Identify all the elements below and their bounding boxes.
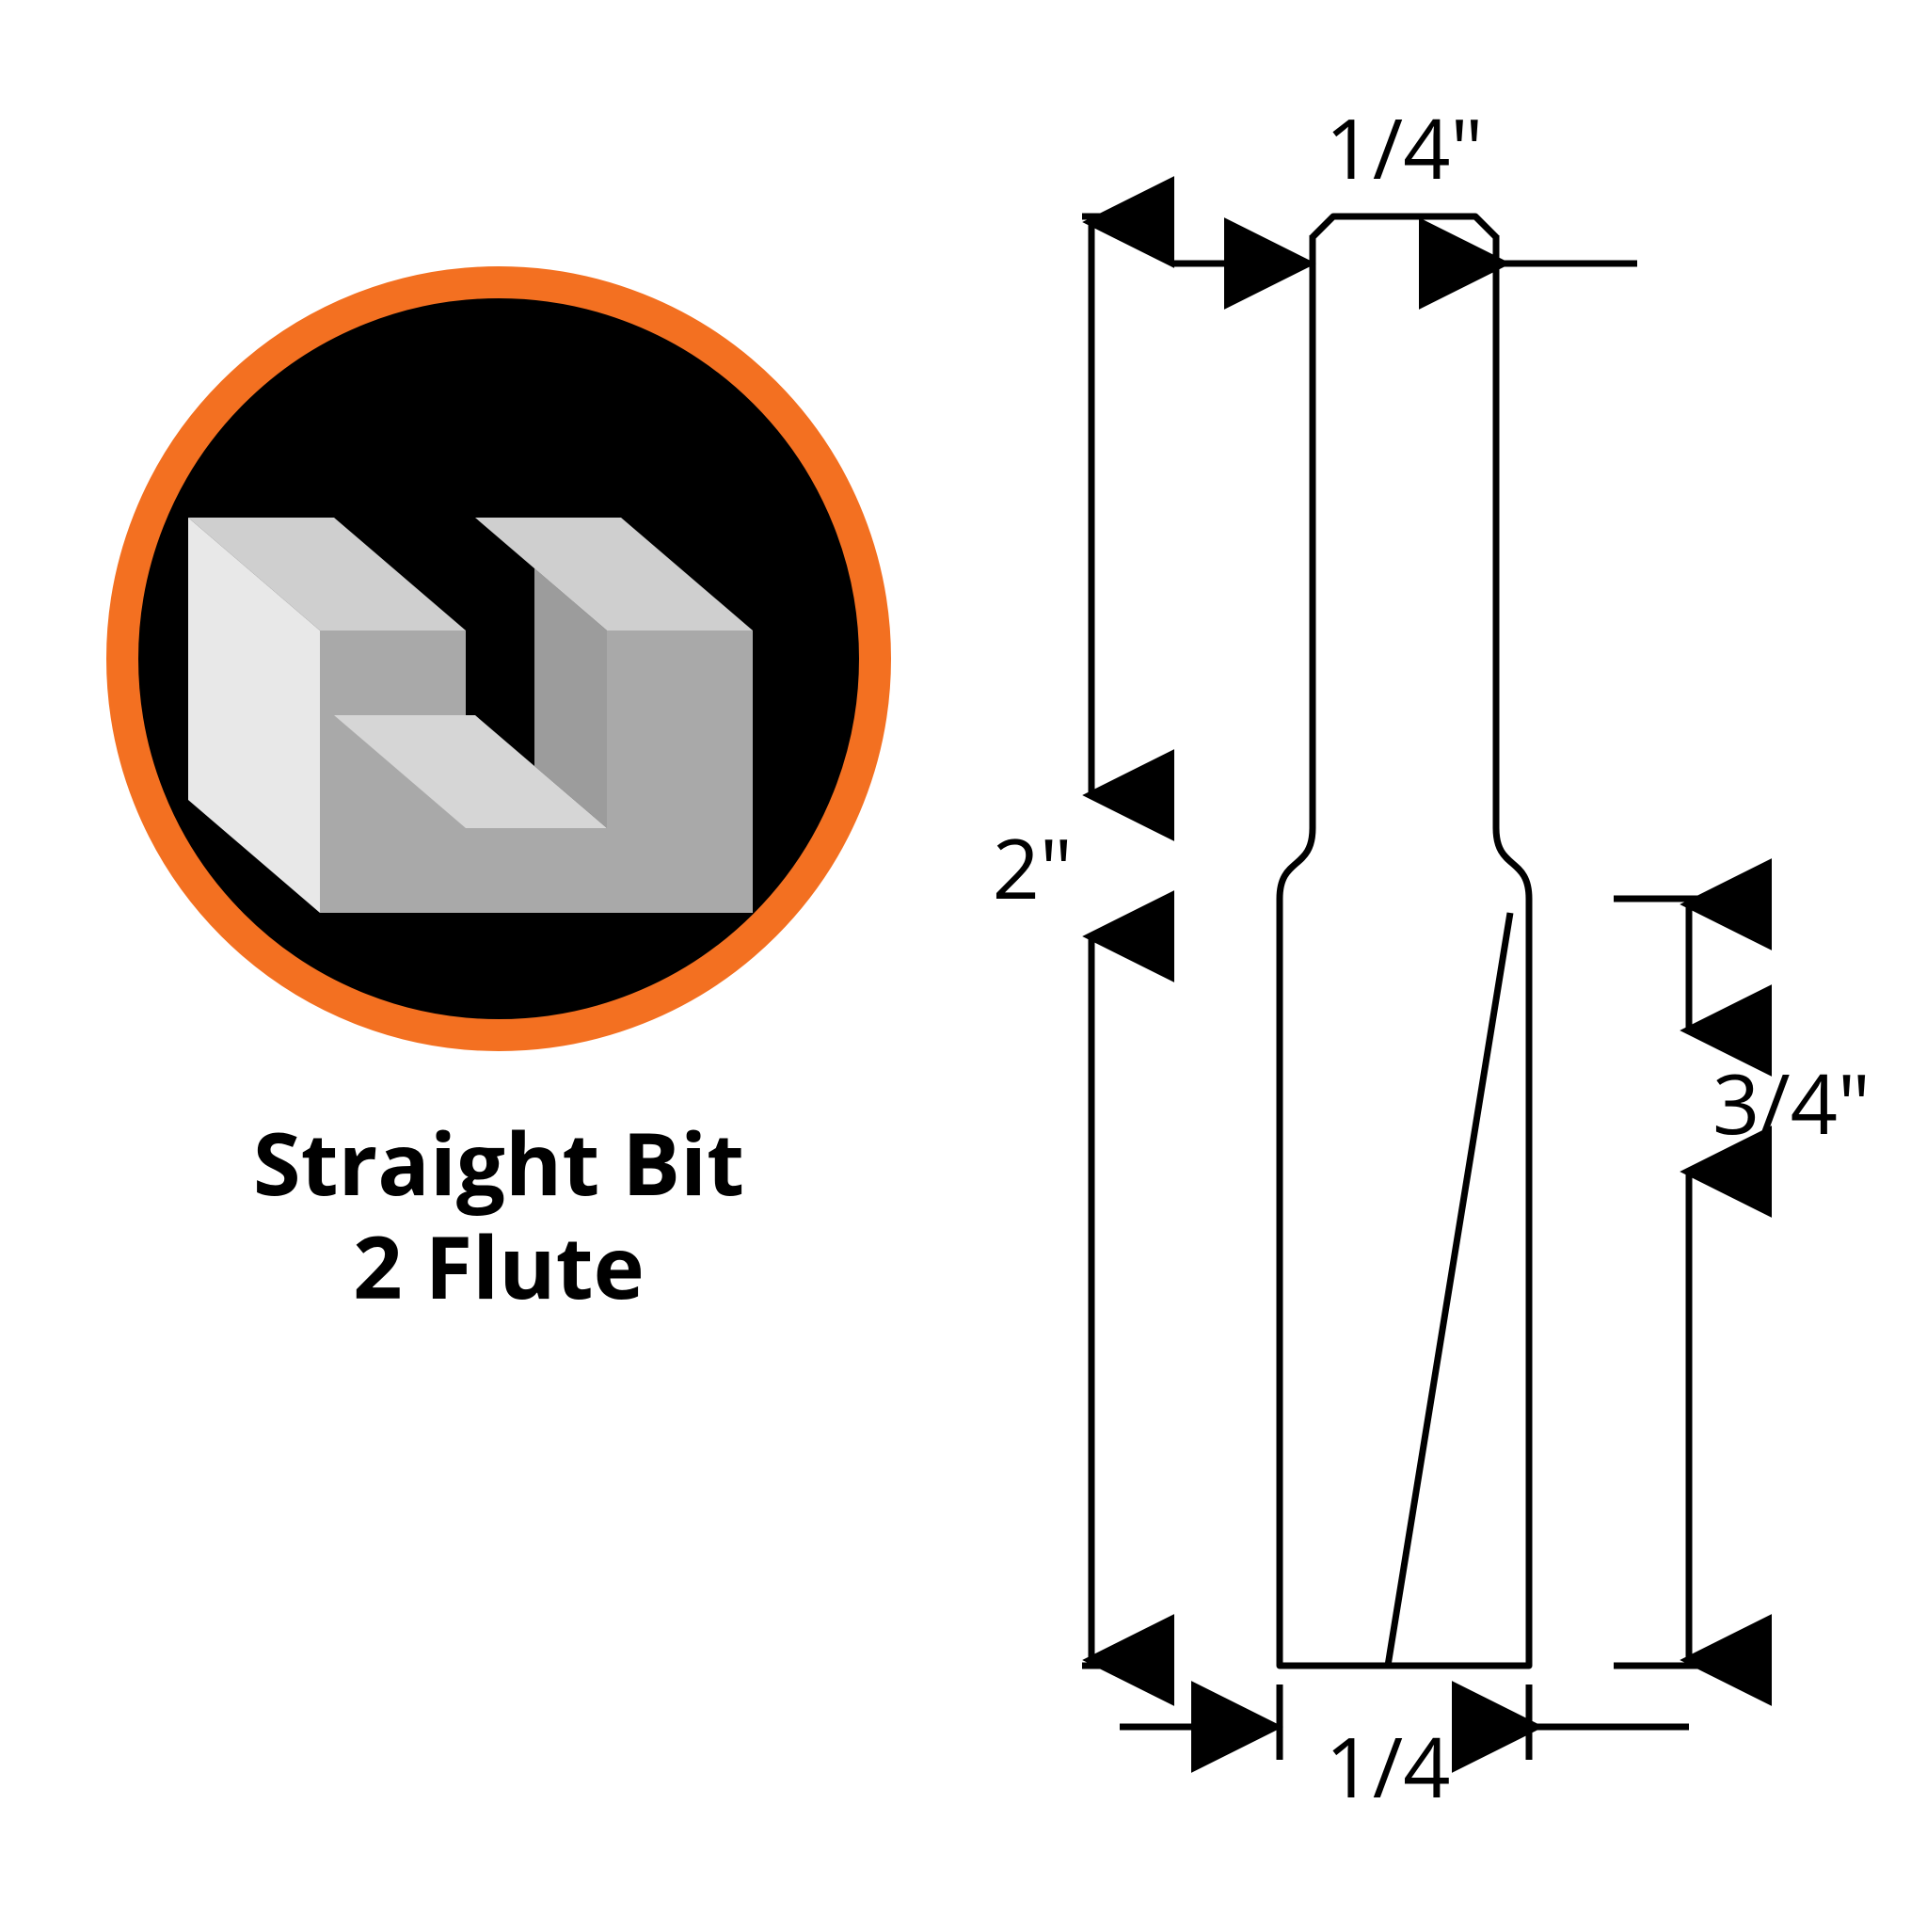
- title-line-1: Straight Bit: [253, 1103, 744, 1221]
- title-line-2: 2 Flute: [353, 1206, 645, 1324]
- dim-shank-width: 1/4": [1326, 90, 1484, 203]
- profile-icon-circle: [122, 282, 875, 1035]
- dim-cutter-width: 1/4": [1326, 1709, 1484, 1822]
- dim-total-length: 2": [993, 810, 1073, 923]
- product-title: Straight Bit 2 Flute: [253, 1103, 744, 1324]
- dim-cutter-length: 3/4": [1712, 1046, 1871, 1158]
- router-bit-diagram: [1280, 216, 1529, 1666]
